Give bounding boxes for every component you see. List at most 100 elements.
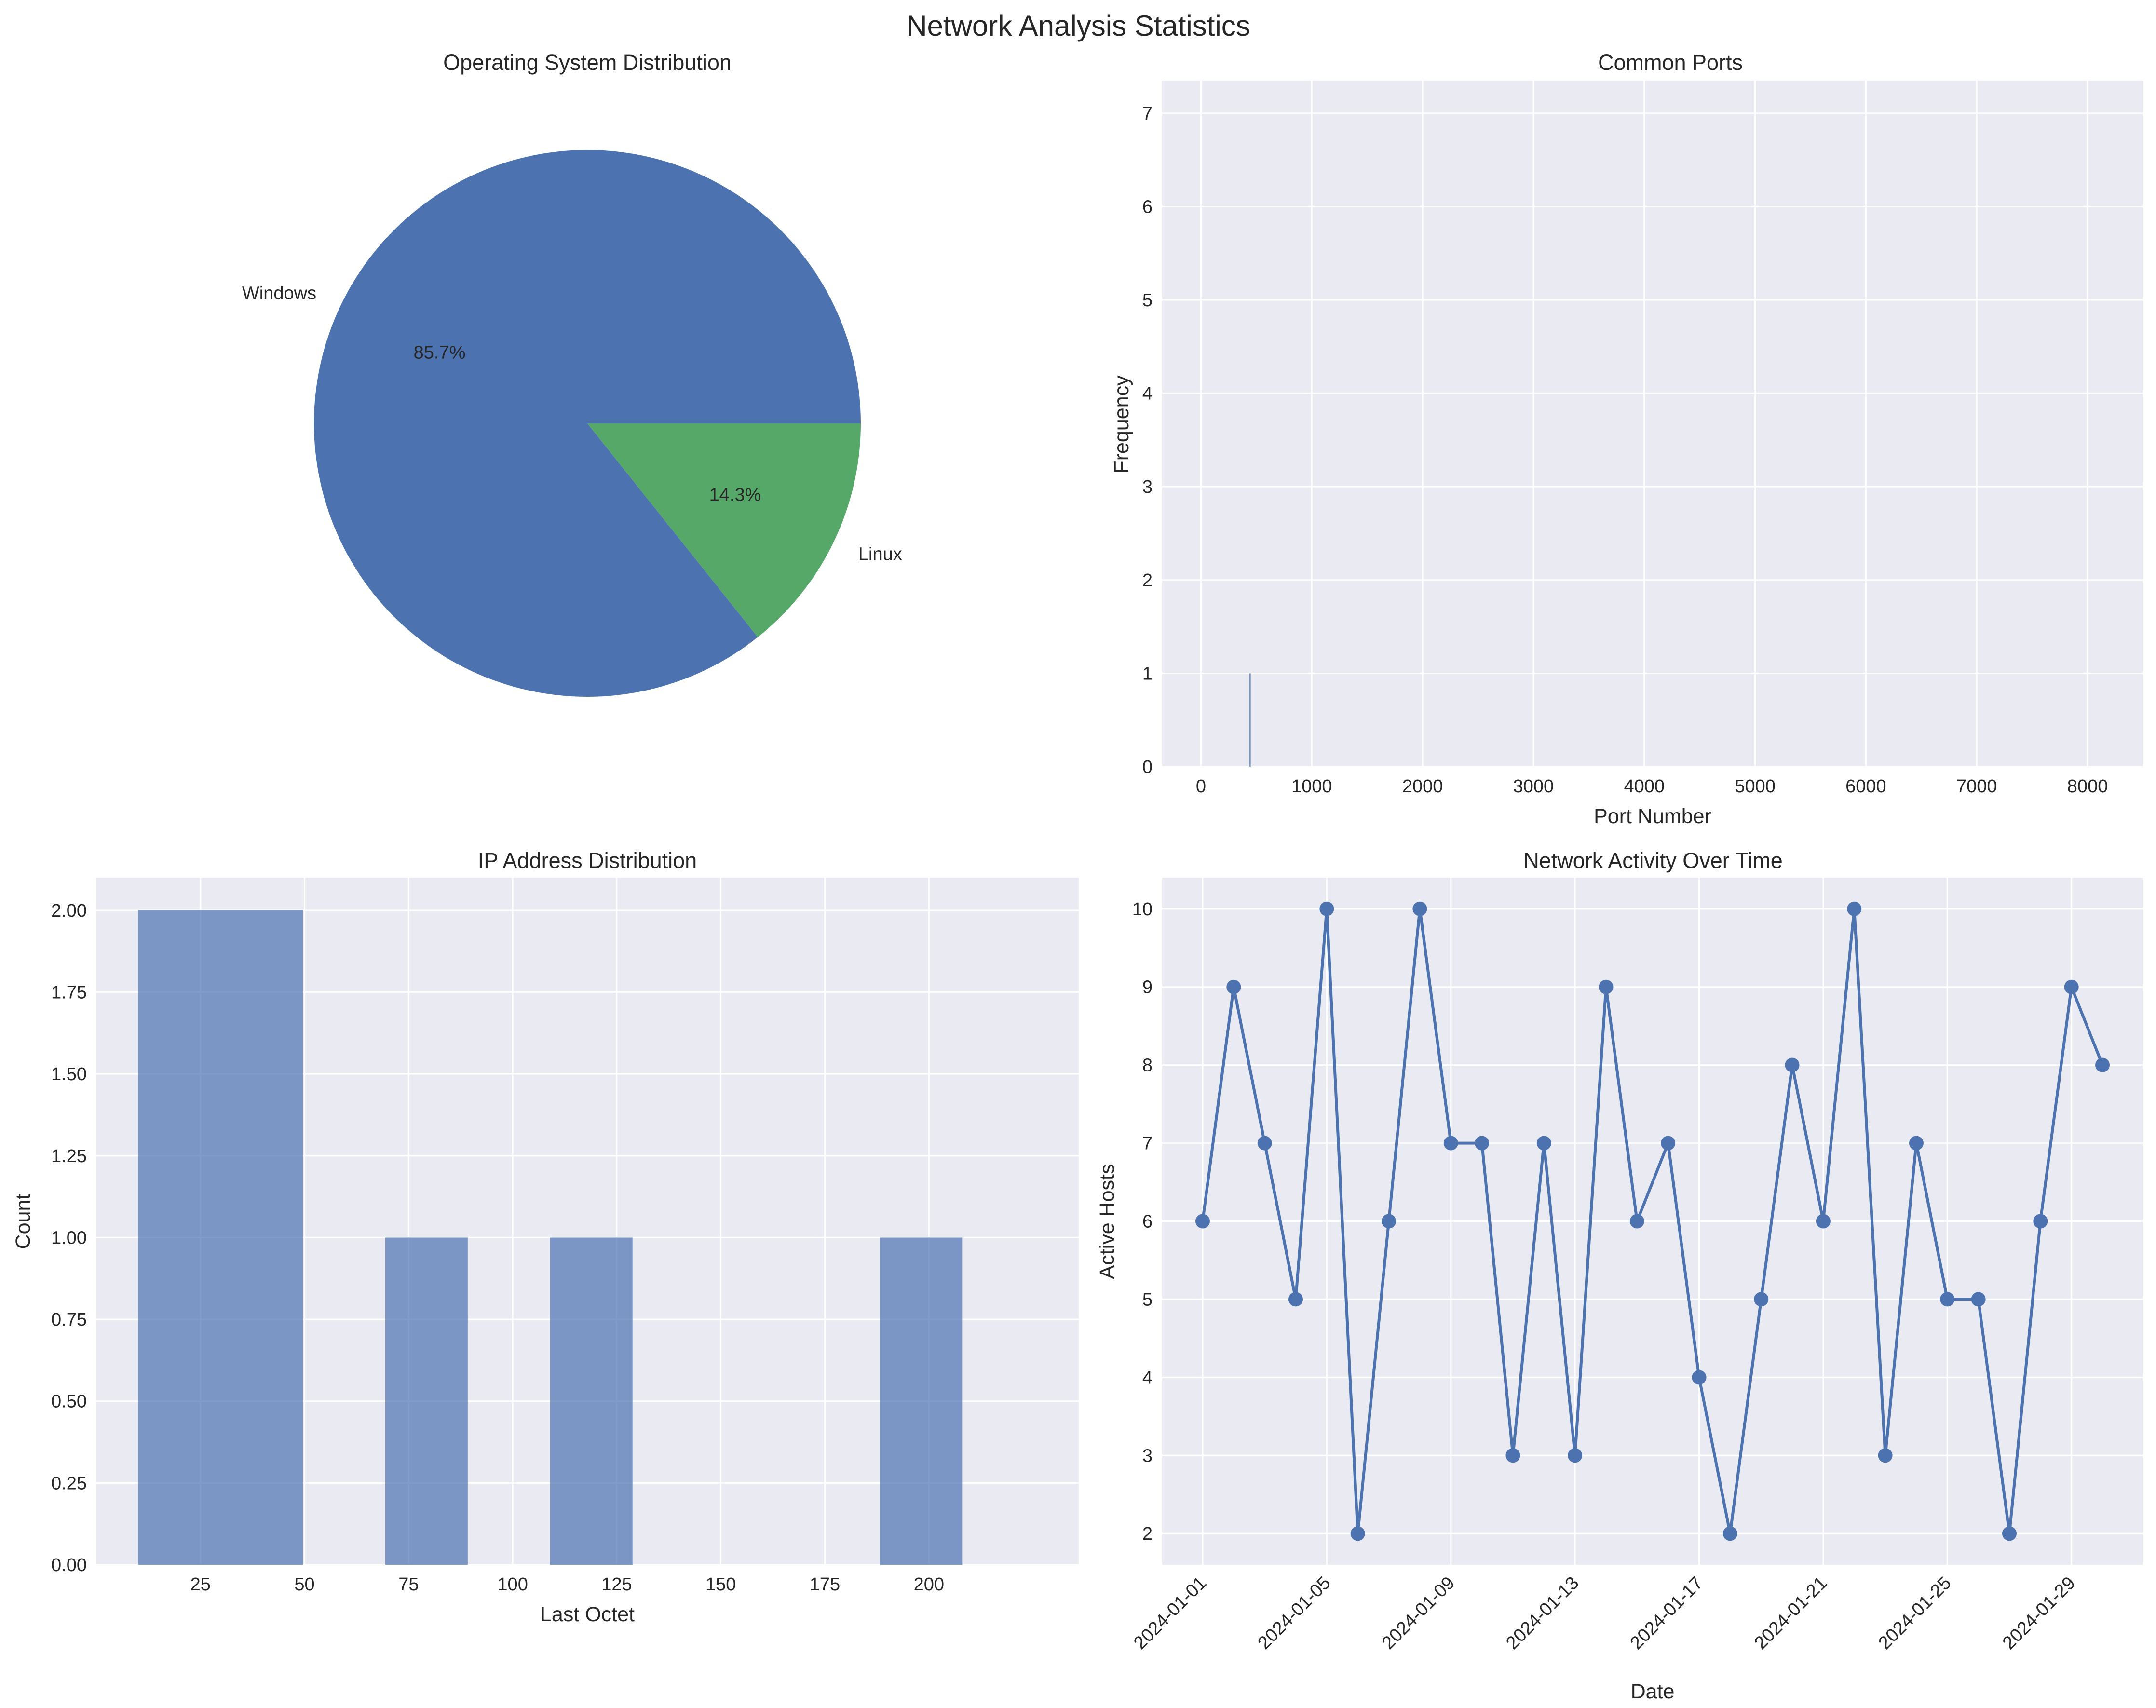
activity-point [2095,1057,2110,1072]
activity-y-tick-label: 3 [1142,1446,1153,1466]
activity-point [1443,1136,1458,1151]
ports-y-tick-label: 2 [1142,570,1153,591]
activity-point [1412,901,1427,916]
ip-x-tick-label: 100 [497,1574,528,1595]
activity-point [1319,901,1334,916]
ip-y-tick-label: 2.00 [51,901,87,921]
activity-y-tick-label: 9 [1142,977,1153,998]
ports-y-tick-label: 5 [1142,290,1153,311]
ports-plot-area [1162,81,2143,767]
network-activity-line-chart: Network Activity Over Time 2 3 4 5 6 7 8 9 10 202… [1096,848,2143,1703]
ip-histogram-bar [550,1237,633,1565]
ip-x-tick-label: 200 [914,1574,944,1595]
ip-y-tick-label: 0.00 [51,1555,87,1575]
pie-label-windows: Windows [242,283,316,303]
activity-point [1288,1292,1303,1307]
ports-x-tick-label: 3000 [1513,776,1554,797]
activity-point [1722,1526,1737,1541]
activity-x-tick-label: 2024-01-09 [1378,1573,1459,1654]
activity-point [1940,1292,1955,1307]
activity-point [2002,1526,2017,1541]
activity-point [1661,1136,1676,1151]
activity-point [1536,1136,1551,1151]
activity-x-tick-label: 2024-01-17 [1627,1573,1707,1654]
ports-x-tick-label: 8000 [2067,776,2108,797]
activity-point [1475,1136,1490,1151]
activity-y-tick-label: 7 [1142,1134,1153,1154]
activity-point [1971,1292,1986,1307]
ip-y-tick-label: 1.75 [51,983,87,1003]
ip-histogram-bar [138,910,303,1565]
ports-chart-title: Common Ports [1598,50,1743,75]
ports-y-tick-label: 7 [1142,104,1153,124]
activity-x-axis-label: Date [1631,1680,1675,1703]
activity-point [1754,1292,1769,1307]
pie-percent-windows: 85.7% [414,342,466,363]
ip-y-tick-label: 0.75 [51,1310,87,1330]
pie-percent-linux: 14.3% [709,485,761,505]
activity-point [1629,1214,1644,1229]
activity-x-tick-label: 2024-01-21 [1750,1573,1831,1654]
ip-x-axis-label: Last Octet [540,1603,635,1626]
ip-y-tick-label: 0.50 [51,1392,87,1412]
ip-x-tick-label: 50 [294,1574,314,1595]
port-bar [1249,673,1251,767]
ip-y-tick-label: 1.25 [51,1146,87,1166]
activity-y-tick-label: 8 [1142,1056,1153,1076]
ports-x-tick-label: 2000 [1402,776,1443,797]
ip-x-tick-label: 25 [190,1574,211,1595]
activity-x-tick-label: 2024-01-01 [1130,1573,1210,1654]
activity-point [1195,1214,1210,1229]
activity-x-tick-label: 2024-01-25 [1875,1573,1955,1654]
ports-y-tick-label: 6 [1142,197,1153,217]
ports-x-axis-label: Port Number [1594,805,1711,828]
activity-point [1505,1448,1520,1463]
activity-y-tick-label: 6 [1142,1212,1153,1232]
activity-y-tick-label: 4 [1142,1368,1153,1388]
ports-x-tick-label: 5000 [1735,776,1776,797]
activity-y-axis-label: Active Hosts [1096,1164,1119,1279]
activity-y-tick-label: 2 [1142,1524,1153,1544]
ip-y-tick-label: 1.50 [51,1064,87,1084]
activity-point [2033,1214,2048,1229]
activity-chart-title: Network Activity Over Time [1523,848,1783,873]
activity-x-tick-label: 2024-01-29 [1999,1573,2079,1654]
figure-title: Network Analysis Statistics [906,10,1250,42]
activity-point [1226,979,1241,994]
activity-point [1785,1057,1800,1072]
activity-point [1816,1214,1831,1229]
ports-y-tick-label: 3 [1142,477,1153,497]
ip-x-tick-label: 175 [810,1574,840,1595]
pie-label-linux: Linux [858,544,902,565]
os-distribution-pie-chart: Operating System Distribution Windows 85.… [242,50,902,697]
ip-y-tick-label: 1.00 [51,1228,87,1248]
ip-x-tick-label: 75 [398,1574,419,1595]
activity-point [1568,1448,1583,1463]
ports-x-tick-label: 6000 [1845,776,1886,797]
pie-slice-linux [587,423,861,637]
pie-slice-windows [314,149,861,697]
activity-y-tick-label: 5 [1142,1289,1153,1310]
activity-point [1847,901,1862,916]
ip-x-tick-label: 150 [705,1574,736,1595]
common-ports-chart: Common Ports 0 1000 2000 3000 4000 5000 6000 70… [1110,50,2143,828]
ports-y-tick-label: 1 [1142,664,1153,684]
ip-histogram-bar [385,1237,468,1565]
activity-point [1382,1214,1397,1229]
activity-point [1257,1136,1272,1151]
ports-y-axis-label: Frequency [1110,375,1133,474]
activity-point [1878,1448,1893,1463]
activity-point [2064,979,2079,994]
ports-y-tick-label: 4 [1142,384,1153,404]
activity-point [1909,1136,1924,1151]
ip-y-axis-label: Count [12,1194,35,1249]
ip-x-tick-label: 125 [601,1574,632,1595]
activity-x-tick-label: 2024-01-13 [1502,1573,1583,1654]
activity-point [1350,1526,1365,1541]
ip-histogram-title: IP Address Distribution [478,848,697,873]
ip-y-tick-label: 0.25 [51,1473,87,1493]
ports-x-tick-label: 1000 [1291,776,1332,797]
ports-x-tick-label: 4000 [1624,776,1665,797]
ports-y-tick-label: 0 [1142,757,1153,777]
